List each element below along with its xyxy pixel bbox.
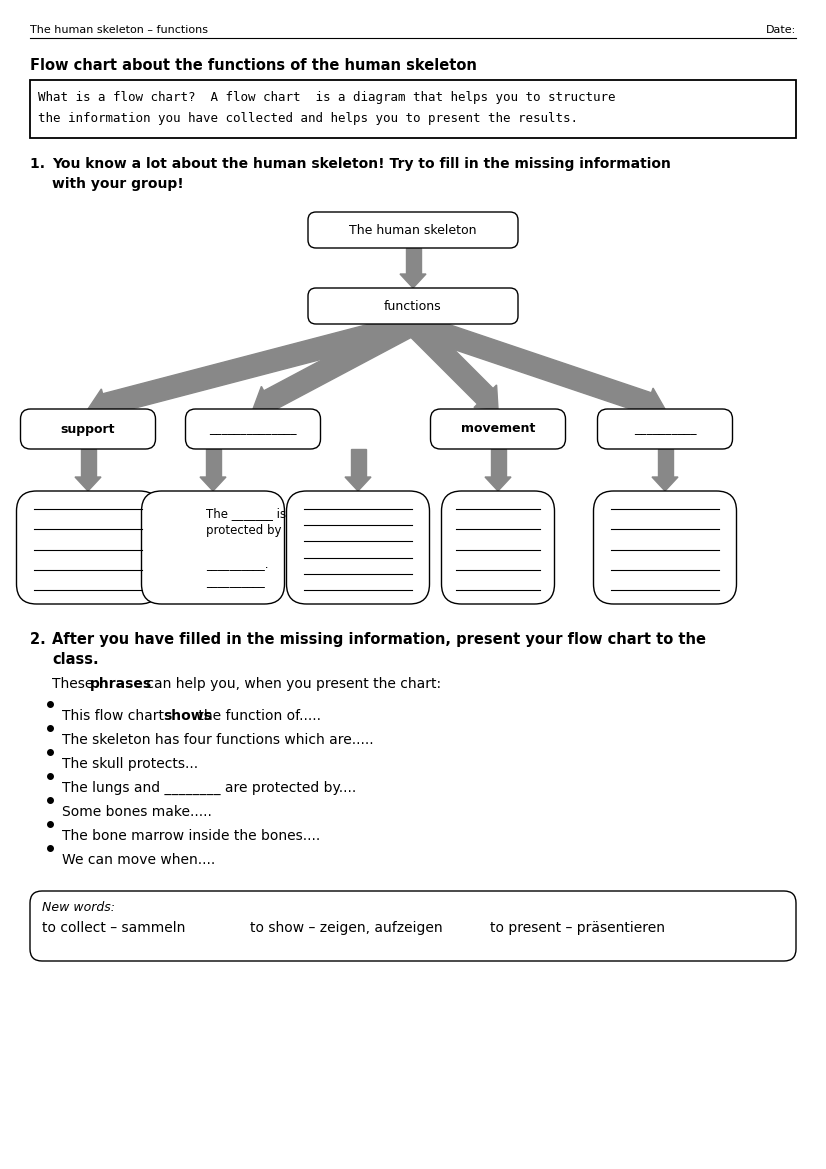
Text: The human skeleton: The human skeleton: [349, 223, 477, 236]
Text: You know a lot about the human skeleton! Try to fill in the missing information: You know a lot about the human skeleton!…: [52, 157, 671, 171]
FancyBboxPatch shape: [30, 891, 796, 961]
Text: The human skeleton – functions: The human skeleton – functions: [30, 25, 208, 35]
FancyBboxPatch shape: [21, 409, 155, 449]
FancyBboxPatch shape: [430, 409, 566, 449]
Polygon shape: [253, 387, 277, 415]
FancyBboxPatch shape: [287, 491, 430, 604]
Text: We can move when....: We can move when....: [62, 853, 216, 867]
FancyBboxPatch shape: [308, 288, 518, 324]
Polygon shape: [263, 314, 418, 410]
Text: to show – zeigen, aufzeigen: to show – zeigen, aufzeigen: [250, 921, 443, 935]
Polygon shape: [652, 477, 678, 491]
Text: can help you, when you present the chart:: can help you, when you present the chart…: [142, 677, 441, 691]
Bar: [80, 449, 96, 477]
Bar: [350, 449, 365, 477]
Text: class.: class.: [52, 652, 98, 667]
Polygon shape: [75, 477, 101, 491]
Text: to collect – sammeln: to collect – sammeln: [42, 921, 185, 935]
Text: These: These: [52, 677, 97, 691]
Text: __________: __________: [206, 575, 264, 588]
Bar: [30, 79, 796, 138]
Polygon shape: [102, 313, 415, 415]
Text: protected by: protected by: [206, 524, 282, 537]
Text: The bone marrow inside the bones....: The bone marrow inside the bones....: [62, 829, 320, 843]
FancyBboxPatch shape: [442, 491, 554, 604]
Text: movement: movement: [461, 422, 535, 436]
Text: The lungs and ________ are protected by....: The lungs and ________ are protected by.…: [62, 781, 356, 795]
Text: support: support: [61, 422, 116, 436]
Text: functions: functions: [384, 299, 442, 312]
Polygon shape: [643, 388, 665, 419]
Bar: [657, 449, 672, 477]
Text: 2.: 2.: [30, 632, 56, 646]
Bar: [406, 248, 420, 274]
FancyBboxPatch shape: [186, 409, 320, 449]
Bar: [206, 449, 221, 477]
Text: The _______ is: The _______ is: [206, 507, 286, 520]
Text: The skeleton has four functions which are.....: The skeleton has four functions which ar…: [62, 733, 373, 747]
Text: After you have filled in the missing information, present your flow chart to the: After you have filled in the missing inf…: [52, 632, 706, 646]
Text: New words:: New words:: [42, 901, 115, 914]
Text: phrases: phrases: [90, 677, 152, 691]
Text: ______________: ______________: [209, 422, 297, 436]
FancyBboxPatch shape: [308, 212, 518, 248]
Polygon shape: [200, 477, 226, 491]
FancyBboxPatch shape: [141, 491, 284, 604]
Text: to present – präsentieren: to present – präsentieren: [490, 921, 665, 935]
Polygon shape: [406, 317, 493, 404]
Text: The skull protects...: The skull protects...: [62, 758, 198, 772]
Polygon shape: [400, 274, 426, 288]
Text: shows: shows: [163, 710, 211, 722]
Polygon shape: [88, 389, 110, 420]
Text: Flow chart about the functions of the human skeleton: Flow chart about the functions of the hu…: [30, 58, 477, 72]
Text: the function of.....: the function of.....: [194, 710, 321, 722]
Bar: [491, 449, 506, 477]
Text: with your group!: with your group!: [52, 177, 183, 191]
Polygon shape: [410, 313, 652, 414]
FancyBboxPatch shape: [597, 409, 733, 449]
FancyBboxPatch shape: [17, 491, 159, 604]
Polygon shape: [345, 477, 371, 491]
Text: 1.: 1.: [30, 157, 55, 171]
Text: What is a flow chart?  A flow chart  is a diagram that helps you to structure: What is a flow chart? A flow chart is a …: [38, 91, 615, 104]
Text: __________.: __________.: [206, 558, 268, 570]
Text: __________: __________: [634, 422, 696, 436]
Text: Some bones make.....: Some bones make.....: [62, 805, 212, 819]
Text: This flow chart: This flow chart: [62, 710, 169, 722]
Text: Date:: Date:: [766, 25, 796, 35]
Polygon shape: [485, 477, 511, 491]
FancyBboxPatch shape: [594, 491, 737, 604]
Text: the information you have collected and helps you to present the results.: the information you have collected and h…: [38, 112, 578, 125]
Polygon shape: [474, 385, 498, 409]
